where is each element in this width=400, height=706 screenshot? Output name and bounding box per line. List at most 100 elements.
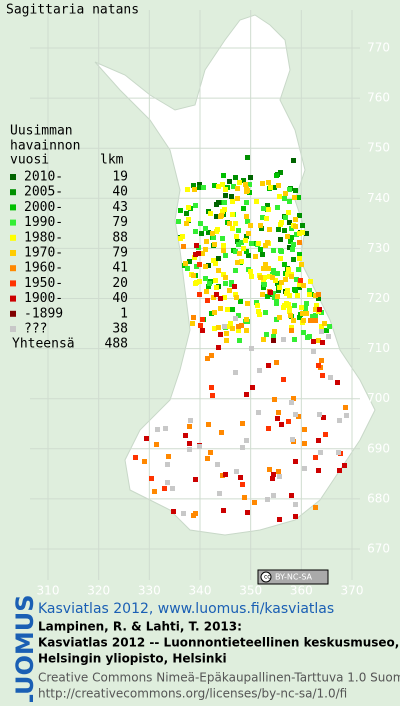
observation-square bbox=[212, 310, 217, 315]
observation-square bbox=[221, 243, 226, 248]
northing-label: 720 bbox=[367, 291, 390, 305]
observation-square bbox=[241, 246, 246, 251]
observation-square bbox=[277, 474, 282, 479]
observation-square bbox=[200, 317, 205, 322]
observation-square bbox=[270, 272, 275, 277]
observation-square bbox=[286, 419, 291, 424]
observation-square bbox=[300, 311, 305, 316]
observation-square bbox=[297, 285, 302, 290]
observation-square bbox=[234, 469, 239, 474]
observation-square bbox=[263, 243, 268, 248]
observation-square bbox=[247, 182, 252, 187]
observation-square bbox=[266, 207, 271, 212]
observation-square bbox=[181, 511, 186, 516]
observation-square bbox=[191, 315, 196, 320]
observation-square bbox=[293, 502, 298, 507]
observation-square bbox=[322, 321, 327, 326]
legend-count: 20 bbox=[112, 276, 128, 291]
observation-square bbox=[256, 241, 261, 246]
observation-square bbox=[281, 337, 286, 342]
observation-square bbox=[285, 272, 290, 277]
observation-square bbox=[206, 263, 211, 268]
observation-square bbox=[267, 467, 272, 472]
observation-square bbox=[291, 396, 296, 401]
observation-square bbox=[284, 301, 289, 306]
observation-square bbox=[244, 317, 249, 322]
legend-count: 88 bbox=[112, 230, 128, 245]
legend-count: 79 bbox=[112, 215, 128, 230]
observation-square bbox=[274, 360, 279, 365]
observation-square bbox=[292, 337, 297, 342]
observation-square bbox=[165, 462, 170, 467]
legend-swatch bbox=[10, 204, 16, 211]
observation-square bbox=[287, 220, 292, 225]
observation-square bbox=[311, 349, 316, 354]
observation-square bbox=[142, 459, 147, 464]
observation-square bbox=[233, 249, 238, 254]
observation-square bbox=[313, 455, 318, 460]
observation-square bbox=[271, 493, 276, 498]
observation-square bbox=[223, 472, 228, 477]
observation-square bbox=[317, 307, 322, 312]
observation-square bbox=[290, 247, 295, 252]
observation-square bbox=[293, 224, 298, 229]
observation-square bbox=[166, 454, 171, 459]
observation-square bbox=[214, 285, 219, 290]
observation-square bbox=[310, 314, 315, 319]
easting-label: 340 bbox=[189, 584, 212, 598]
observation-square bbox=[319, 310, 324, 315]
observation-square bbox=[302, 427, 307, 432]
observation-square bbox=[286, 210, 291, 215]
observation-square bbox=[319, 329, 324, 334]
observation-square bbox=[317, 412, 322, 417]
observation-square bbox=[187, 441, 192, 446]
observation-square bbox=[319, 358, 324, 363]
observation-square bbox=[240, 421, 245, 426]
observation-square bbox=[268, 185, 273, 190]
observation-square bbox=[271, 248, 276, 253]
observation-square bbox=[206, 284, 211, 289]
observation-square bbox=[239, 259, 244, 264]
observation-square bbox=[193, 229, 198, 234]
legend-swatch bbox=[10, 265, 16, 272]
observation-square bbox=[316, 438, 321, 443]
observation-square bbox=[301, 283, 306, 288]
observation-square bbox=[223, 275, 228, 280]
observation-square bbox=[301, 330, 306, 335]
legend-label: -1899 bbox=[24, 306, 63, 321]
observation-square bbox=[244, 234, 249, 239]
observation-square bbox=[238, 299, 243, 304]
observation-square bbox=[149, 476, 154, 481]
observation-square bbox=[213, 261, 218, 266]
observation-square bbox=[204, 239, 209, 244]
observation-square bbox=[275, 271, 280, 276]
observation-square bbox=[304, 311, 309, 316]
observation-square bbox=[276, 469, 281, 474]
observation-square bbox=[277, 517, 282, 522]
observation-square bbox=[343, 405, 348, 410]
legend-count: 38 bbox=[112, 322, 128, 337]
observation-square bbox=[231, 184, 236, 189]
easting-label: 310 bbox=[37, 584, 60, 598]
legend-heading: havainnon bbox=[10, 139, 80, 154]
observation-square bbox=[201, 185, 206, 190]
observation-square bbox=[246, 231, 251, 236]
observation-square bbox=[220, 473, 225, 478]
observation-square bbox=[197, 182, 202, 187]
observation-square bbox=[284, 291, 289, 296]
observation-square bbox=[211, 295, 216, 300]
legend-label: ??? bbox=[24, 322, 47, 337]
observation-square bbox=[249, 346, 254, 351]
observation-square bbox=[198, 221, 203, 226]
observation-square bbox=[313, 505, 318, 510]
observation-square bbox=[235, 186, 240, 191]
observation-square bbox=[209, 311, 214, 316]
observation-square bbox=[216, 184, 221, 189]
observation-square bbox=[282, 196, 287, 201]
observation-square bbox=[266, 426, 271, 431]
svg-text:cc: cc bbox=[264, 574, 271, 581]
observation-square bbox=[184, 221, 189, 226]
footer-link[interactable]: Kasviatlas 2012, www.luomus.fi/kasviatla… bbox=[38, 601, 334, 617]
observation-square bbox=[248, 223, 253, 228]
